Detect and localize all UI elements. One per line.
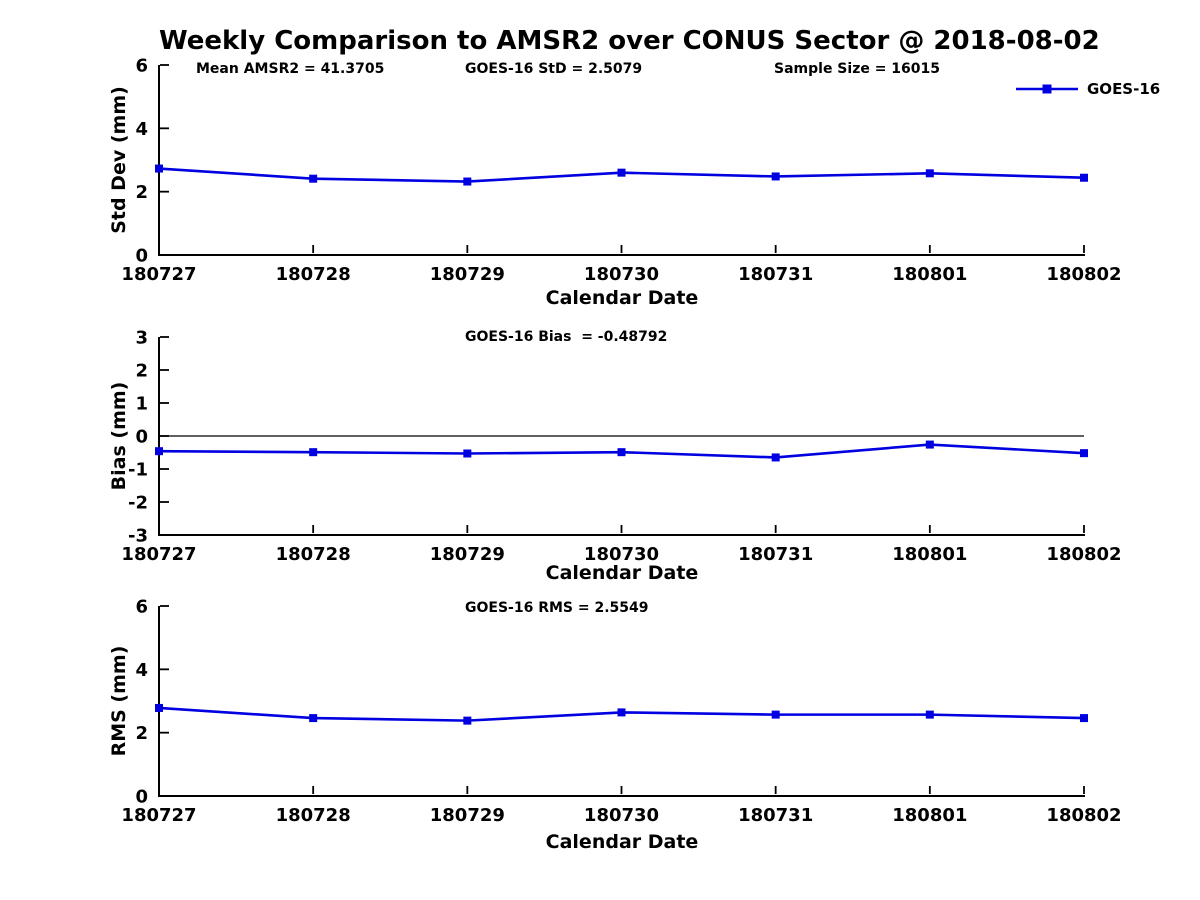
y-tick-label: 0: [135, 427, 148, 448]
y-tick-label: 0: [135, 246, 148, 267]
data-point-marker: [155, 447, 163, 456]
x-tick-label: 180727: [121, 264, 196, 285]
data-point-marker: [925, 710, 934, 719]
data-point-marker: [771, 453, 780, 462]
ylabel-stddev: Std Dev (mm): [108, 86, 130, 234]
x-tick-label: 180731: [738, 544, 813, 565]
legend-line-sample: [1016, 84, 1078, 94]
data-point-marker: [1080, 714, 1088, 723]
x-tick-label: 180730: [584, 264, 659, 285]
data-point-marker: [309, 714, 318, 723]
xlabel-stddev: Calendar Date: [545, 287, 699, 309]
data-point-marker: [925, 169, 934, 178]
y-tick-label: 2: [135, 361, 148, 382]
data-point-marker: [1080, 449, 1088, 458]
data-point-marker: [617, 708, 626, 717]
ylabel-rms: RMS (mm): [108, 645, 130, 757]
data-point-marker: [771, 172, 780, 181]
y-tick-label: 6: [135, 56, 148, 77]
x-tick-label: 180729: [430, 264, 505, 285]
xlabel-rms: Calendar Date: [545, 831, 699, 853]
y-tick-label: 2: [135, 182, 148, 203]
y-tick-label: 2: [135, 723, 148, 744]
xlabel-bias: Calendar Date: [545, 562, 699, 584]
legend: GOES-16: [1016, 80, 1160, 98]
data-point-marker: [1080, 173, 1088, 182]
data-point-marker: [463, 177, 472, 186]
x-tick-label: 180802: [1046, 805, 1121, 826]
y-tick-label: 6: [135, 597, 148, 618]
y-tick-label: -1: [128, 460, 148, 481]
x-tick-label: 180727: [121, 544, 196, 565]
x-tick-label: 180730: [584, 544, 659, 565]
x-tick-label: 180727: [121, 805, 196, 826]
data-point-marker: [617, 168, 626, 177]
x-tick-label: 180731: [738, 264, 813, 285]
data-point-marker: [771, 710, 780, 719]
y-tick-label: -3: [128, 526, 148, 547]
annotation-goes16-rms: GOES-16 RMS = 2.5549: [465, 600, 649, 616]
data-point-marker: [155, 703, 163, 712]
data-point-marker: [925, 440, 934, 449]
x-tick-label: 180728: [276, 544, 351, 565]
x-tick-label: 180729: [430, 805, 505, 826]
data-point-marker: [155, 164, 163, 173]
y-tick-label: 0: [135, 787, 148, 808]
y-tick-label: -2: [128, 493, 148, 514]
x-tick-label: 180729: [430, 544, 505, 565]
annotation-mean-amsr2: Mean AMSR2 = 41.3705: [196, 61, 385, 77]
x-tick-label: 180728: [276, 805, 351, 826]
annotation-sample-size: Sample Size = 16015: [774, 61, 941, 77]
legend-marker: [1042, 84, 1052, 94]
ylabel-bias: Bias (mm): [108, 381, 130, 491]
data-point-marker: [309, 448, 318, 457]
y-tick-label: 3: [135, 328, 148, 349]
y-tick-label: 4: [135, 119, 148, 140]
x-tick-label: 180801: [892, 805, 967, 826]
data-point-marker: [617, 448, 626, 457]
x-tick-label: 180730: [584, 805, 659, 826]
annotation-goes16-bias: GOES-16 Bias = -0.48792: [465, 329, 668, 345]
data-point-marker: [463, 449, 472, 458]
x-tick-label: 180802: [1046, 264, 1121, 285]
figure-title: Weekly Comparison to AMSR2 over CONUS Se…: [159, 26, 1100, 56]
x-tick-label: 180728: [276, 264, 351, 285]
y-tick-label: 4: [135, 660, 148, 681]
annotation-goes16-std: GOES-16 StD = 2.5079: [465, 61, 643, 77]
x-tick-label: 180801: [892, 264, 967, 285]
y-tick-label: 1: [135, 394, 148, 415]
x-tick-label: 180801: [892, 544, 967, 565]
x-tick-label: 180731: [738, 805, 813, 826]
data-point-marker: [463, 716, 472, 725]
data-point-marker: [309, 174, 318, 183]
x-tick-label: 180802: [1046, 544, 1121, 565]
legend-label: GOES-16: [1087, 80, 1161, 98]
